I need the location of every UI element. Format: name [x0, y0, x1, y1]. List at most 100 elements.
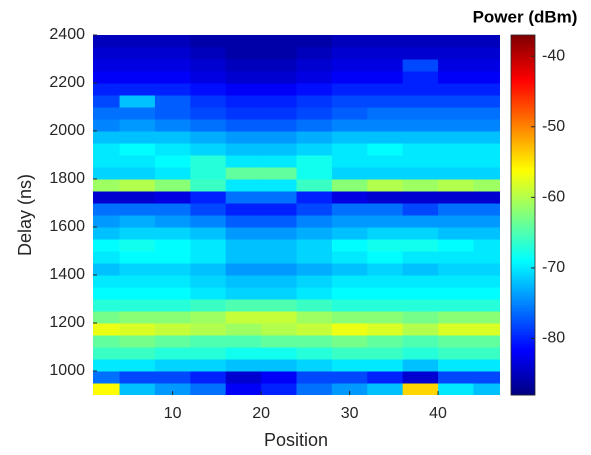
heatmap-cell: [331, 119, 368, 132]
colorbar-swatch: [511, 101, 535, 105]
heatmap-cell: [473, 71, 500, 84]
heatmap-cell: [261, 203, 297, 216]
heatmap-cell: [296, 143, 333, 156]
colorbar-swatch: [511, 323, 535, 327]
colorbar-swatch: [511, 122, 535, 126]
heatmap-cell: [190, 227, 227, 240]
colorbar-swatch: [511, 188, 535, 192]
heatmap-cell: [367, 179, 404, 192]
heatmap-cell: [402, 131, 439, 144]
heatmap-cell: [93, 227, 121, 240]
heatmap-cell: [93, 203, 121, 216]
heatmap-cell: [296, 215, 333, 228]
heatmap-cell: [367, 227, 404, 240]
heatmap-cell: [296, 347, 333, 360]
heatmap-cell: [367, 383, 404, 395]
heatmap-cell: [367, 347, 404, 360]
heatmap-cell: [261, 311, 297, 324]
colorbar-swatch: [511, 374, 535, 378]
heatmap-cell: [261, 347, 297, 360]
heatmap-cell: [473, 191, 500, 204]
heatmap-cell: [331, 47, 368, 60]
heatmap-cell: [225, 347, 262, 360]
colorbar-swatch: [511, 158, 535, 162]
y-tick-label: 1200: [49, 314, 85, 331]
heatmap-cell: [190, 347, 227, 360]
heatmap-cell: [296, 107, 333, 120]
heatmap-cell: [473, 119, 500, 132]
heatmap-cell: [261, 263, 297, 276]
heatmap-cell: [402, 287, 439, 300]
heatmap-cell: [190, 143, 227, 156]
heatmap-cell: [154, 347, 191, 360]
heatmap-cell: [367, 251, 404, 264]
heatmap-cell: [331, 215, 368, 228]
heatmap-cell: [473, 335, 500, 348]
heatmap-cell: [261, 215, 297, 228]
heatmap-cell: [402, 383, 439, 395]
heatmap-cell: [261, 383, 297, 395]
heatmap-cell: [296, 155, 333, 168]
colorbar-swatch: [511, 371, 535, 375]
heatmap-cell: [154, 263, 191, 276]
heatmap-cell: [261, 371, 297, 384]
colorbar-swatch: [511, 392, 535, 396]
colorbar-swatch: [511, 143, 535, 147]
heatmap-cell: [402, 347, 439, 360]
heatmap-cell: [296, 203, 333, 216]
heatmap-cell: [154, 311, 191, 324]
heatmap-cell: [93, 131, 121, 144]
colorbar-swatch: [511, 149, 535, 153]
colorbar-swatch: [511, 194, 535, 198]
heatmap-cell: [225, 107, 262, 120]
colorbar-swatch: [511, 119, 535, 123]
colorbar-swatch: [511, 341, 535, 345]
heatmap-cell: [154, 215, 191, 228]
heatmap-cell: [154, 167, 191, 180]
heatmap-cell: [93, 191, 121, 204]
heatmap-cell: [331, 359, 368, 372]
heatmap-cell: [296, 359, 333, 372]
colorbar-swatch: [511, 50, 535, 54]
heatmap-cell: [331, 251, 368, 264]
heatmap-cell: [154, 119, 191, 132]
heatmap-cell: [367, 287, 404, 300]
heatmap-cell: [438, 143, 474, 156]
heatmap-cell: [190, 203, 227, 216]
heatmap-cell: [402, 179, 439, 192]
heatmap-cell: [331, 131, 368, 144]
heatmap-cell: [402, 155, 439, 168]
heatmap-cell: [119, 383, 156, 395]
heatmap-cell: [473, 155, 500, 168]
colorbar-swatch: [511, 164, 535, 168]
heatmap-cell: [331, 287, 368, 300]
colorbar-swatch: [511, 83, 535, 87]
heatmap-cell: [331, 299, 368, 312]
heatmap-cell: [331, 275, 368, 288]
heatmap-cell: [190, 191, 227, 204]
heatmap-cell: [190, 47, 227, 60]
heatmap-cell: [367, 323, 404, 336]
colorbar-swatch: [511, 230, 535, 234]
heatmap-cell: [261, 155, 297, 168]
heatmap-cell: [296, 335, 333, 348]
heatmap-cell: [190, 299, 227, 312]
heatmap-cell: [93, 47, 121, 60]
colorbar-swatch: [511, 170, 535, 174]
colorbar-swatch: [511, 161, 535, 165]
heatmap-cell: [93, 215, 121, 228]
heatmap-cell: [402, 143, 439, 156]
heatmap-cell: [225, 83, 262, 96]
heatmap-cell: [93, 287, 121, 300]
heatmap-cell: [261, 191, 297, 204]
heatmap-cell: [438, 107, 474, 120]
heatmap-cell: [296, 383, 333, 395]
heatmap-cell: [367, 263, 404, 276]
colorbar-title: Power (dBm): [473, 7, 578, 26]
heatmap-cell: [473, 251, 500, 264]
heatmap-cell: [225, 155, 262, 168]
heatmap-cell: [367, 95, 404, 108]
heatmap-cell: [367, 335, 404, 348]
colorbar-swatch: [511, 281, 535, 285]
heatmap-cell: [402, 215, 439, 228]
